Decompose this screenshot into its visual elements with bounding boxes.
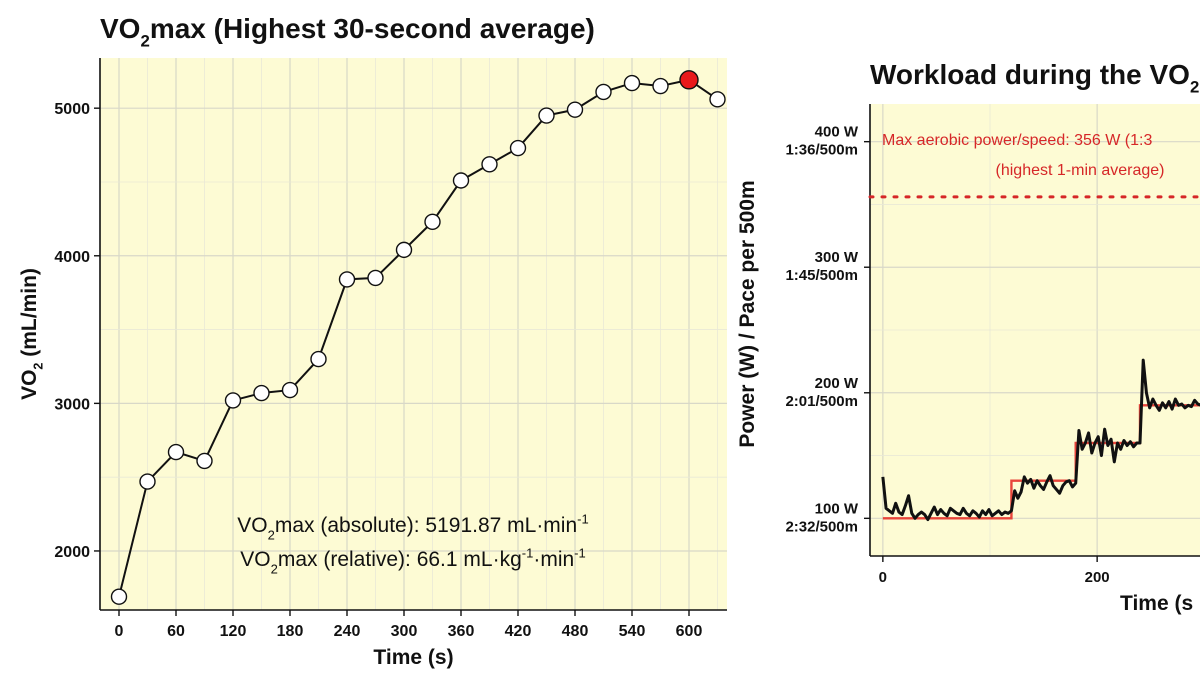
y-tick-label-pace: 1:36/500m: [785, 142, 858, 159]
y-tick-label: 4000: [54, 249, 90, 266]
y-tick-label-watts: 400 W: [815, 124, 859, 141]
x-tick-label: 120: [220, 623, 247, 640]
workload-chart: 0 200 100 W2:32/500m 200 W2:01/500m 300 W1:4…: [736, 59, 1200, 615]
vo2-data-point: [595, 83, 612, 101]
vo2-data-point: [253, 384, 270, 402]
x-tick-label: 480: [562, 623, 589, 640]
vo2max-peak-point: [679, 70, 699, 90]
x-tick-label: 0: [115, 623, 124, 640]
x-tick-label: 600: [676, 623, 703, 640]
x-tick-label: 360: [448, 623, 475, 640]
y-tick-label-watts: 100 W: [815, 500, 859, 517]
power-series-line: [881, 358, 1200, 522]
x-tick-label: 0: [879, 569, 887, 586]
vo2-data-point: [452, 172, 470, 189]
vo2max-relative-annotation: VO2max (relative): 66.1 mL·kg-1·min-1: [240, 546, 585, 577]
y-tick-label: 2000: [54, 544, 90, 561]
y-tick-label-pace: 2:32/500m: [785, 518, 858, 535]
vo2-data-point: [338, 271, 356, 288]
vo2-data-point: [481, 156, 498, 173]
x-axis-title: Time (s): [373, 646, 453, 669]
x-tick-label: 200: [1085, 569, 1110, 586]
vo2-data-point: [167, 443, 185, 461]
chart-title: VO2max (Highest 30-second average): [100, 13, 595, 50]
y-tick-label: 3000: [54, 396, 90, 413]
max-aerobic-power-label: Max aerobic power/speed: 356 W (1:3: [882, 132, 1152, 149]
vo2-data-point: [623, 74, 641, 92]
y-tick-label: 5000: [54, 101, 90, 118]
y-tick-label-pace: 2:01/500m: [785, 393, 858, 410]
x-tick-label: 240: [334, 623, 361, 640]
vo2-data-point: [652, 77, 669, 95]
chart-title: Workload during the VO2: [870, 59, 1199, 96]
vo2-data-point: [281, 381, 299, 399]
vo2-data-point: [509, 139, 527, 157]
max-aerobic-power-sublabel: (highest 1-min average): [996, 162, 1165, 179]
x-axis-title: Time (s: [1120, 592, 1193, 615]
vo2max-absolute-annotation: VO2max (absolute): 5191.87 mL·min-1: [237, 512, 588, 543]
vo2-data-point: [310, 350, 327, 368]
vo2-data-point: [424, 213, 441, 231]
y-tick-label-watts: 300 W: [815, 249, 859, 266]
x-tick-label: 420: [505, 623, 532, 640]
vo2-data-point: [367, 269, 384, 287]
vo2-series-line: [118, 78, 719, 597]
y-tick-label-watts: 200 W: [815, 375, 859, 392]
vo2-data-point: [709, 91, 726, 108]
vo2-data-point: [566, 101, 584, 118]
vo2-data-point: [538, 107, 555, 124]
vo2-data-point: [395, 241, 413, 259]
vo2max-chart: 0 60 120 180 240 300 360 420 480 540 600 2000 3000 40…: [18, 13, 727, 669]
y-axis-title: VO2 (mL/min): [18, 268, 45, 400]
vo2-data-point: [196, 452, 213, 470]
y-axis-title: Power (W) / Pace per 500m: [736, 180, 759, 447]
x-tick-label: 60: [167, 623, 185, 640]
vo2-data-point: [110, 588, 128, 605]
x-tick-label: 540: [619, 623, 646, 640]
x-tick-label: 300: [391, 623, 418, 640]
vo2-data-point: [139, 473, 156, 490]
vo2-data-point: [224, 392, 242, 409]
x-tick-label: 180: [277, 623, 304, 640]
y-tick-label-pace: 1:45/500m: [785, 267, 858, 284]
